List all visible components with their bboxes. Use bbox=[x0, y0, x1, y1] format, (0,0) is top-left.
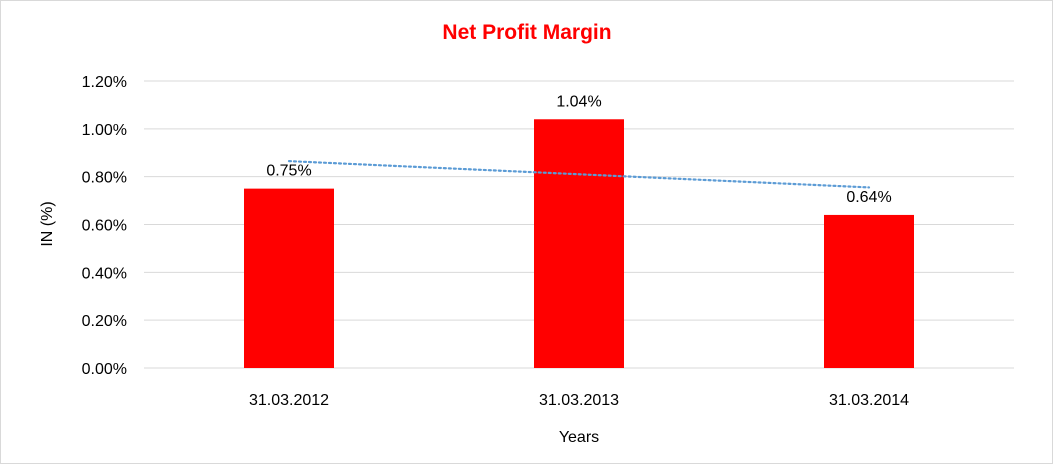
y-tick-label: 0.60% bbox=[82, 218, 127, 235]
data-labels: 0.75% 1.04% 0.64% bbox=[266, 93, 891, 206]
trendline bbox=[287, 160, 871, 189]
x-axis-title: Years bbox=[559, 429, 599, 446]
x-tick-label: 31.03.2014 bbox=[829, 392, 909, 409]
y-tick-label: 1.00% bbox=[82, 122, 127, 139]
data-label: 0.75% bbox=[266, 163, 311, 180]
bar bbox=[534, 119, 624, 369]
data-label: 1.04% bbox=[556, 93, 601, 110]
y-tick-label: 0.80% bbox=[82, 170, 127, 187]
chart-title: Net Profit Margin bbox=[442, 21, 611, 44]
y-tick-label: 0.00% bbox=[82, 361, 127, 378]
x-axis-ticks: 31.03.2012 31.03.2013 31.03.2014 bbox=[249, 392, 909, 409]
data-label: 0.64% bbox=[846, 189, 891, 206]
x-tick-label: 31.03.2013 bbox=[539, 392, 619, 409]
y-tick-label: 0.20% bbox=[82, 313, 127, 330]
x-tick-label: 31.03.2012 bbox=[249, 392, 329, 409]
bar bbox=[824, 214, 914, 368]
y-tick-label: 1.20% bbox=[82, 74, 127, 91]
y-axis-ticks: 0.00% 0.20% 0.40% 0.60% 0.80% 1.00% 1.20% bbox=[82, 74, 127, 378]
trendline-layer bbox=[287, 160, 871, 189]
bars bbox=[244, 119, 914, 369]
y-tick-label: 0.40% bbox=[82, 265, 127, 282]
y-axis-title: IN (%) bbox=[39, 201, 56, 246]
bar bbox=[244, 188, 334, 368]
